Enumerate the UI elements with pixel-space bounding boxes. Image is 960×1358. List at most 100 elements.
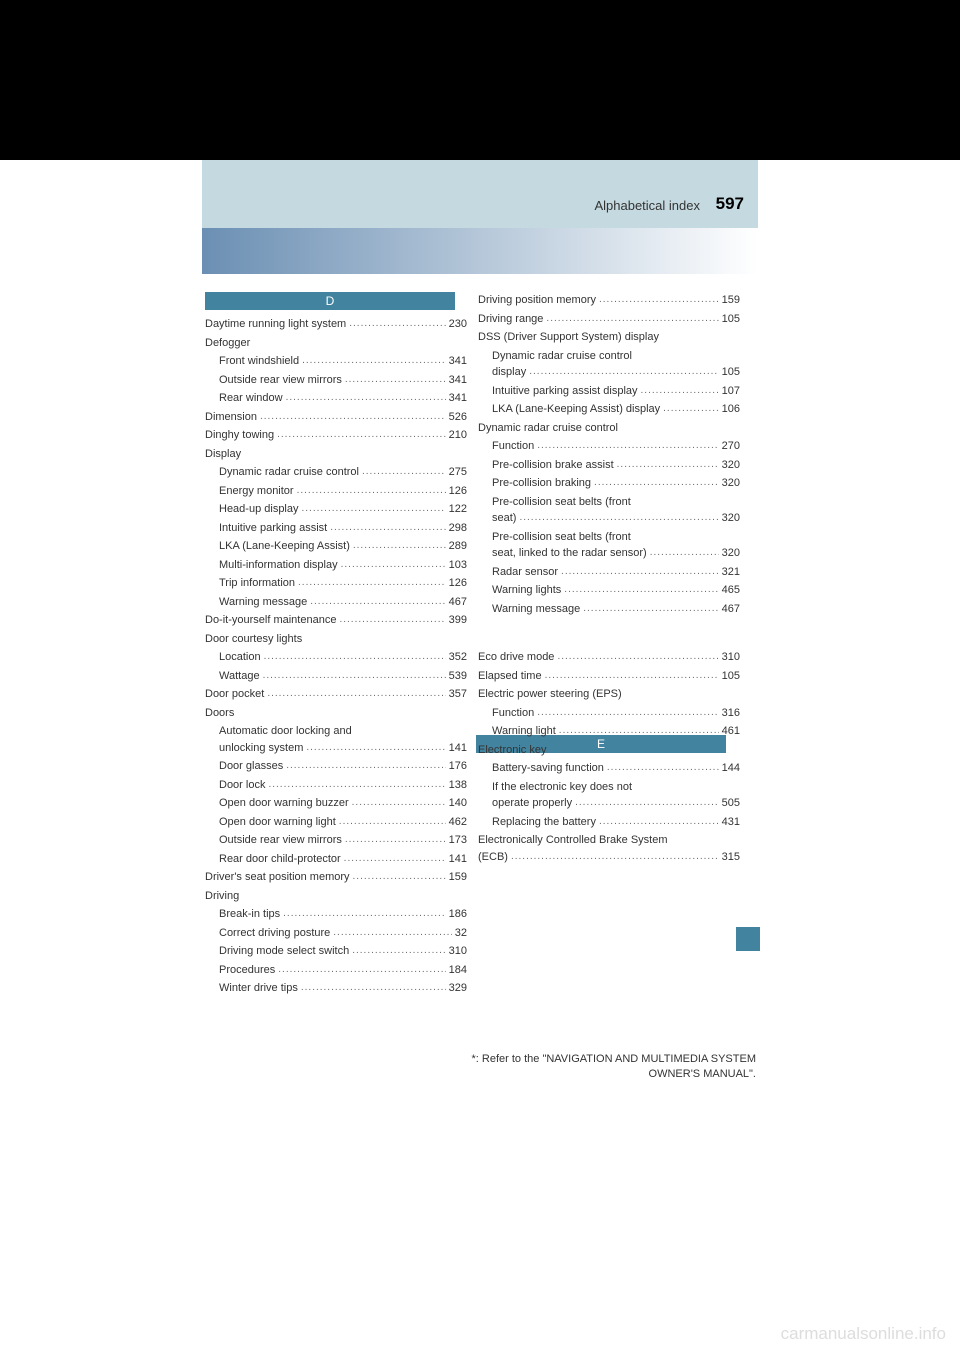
index-dots xyxy=(264,649,446,666)
index-entry: Energy monitor126 xyxy=(205,483,467,500)
index-page-ref: 140 xyxy=(449,795,467,812)
index-entry: Warning light 461 xyxy=(478,723,740,740)
index-dots xyxy=(583,601,718,618)
index-page-ref: 141 xyxy=(449,851,467,868)
index-page-ref: 316 xyxy=(722,705,740,722)
index-label: Intuitive parking assist xyxy=(219,520,327,537)
index-entry: Outside rear view mirrors341 xyxy=(205,372,467,389)
index-dots xyxy=(537,705,718,722)
index-label: Driving range xyxy=(478,311,543,328)
index-label: Energy monitor xyxy=(219,483,294,500)
index-page-ref: 230 xyxy=(449,316,467,333)
index-label: Driving mode select switch xyxy=(219,943,349,960)
index-page-ref: 122 xyxy=(449,501,467,518)
index-dots xyxy=(302,353,446,370)
index-entry: Eco drive mode310 xyxy=(478,649,740,666)
index-label: operate properly xyxy=(492,795,572,812)
index-dots xyxy=(345,832,446,849)
index-dots xyxy=(330,520,445,537)
index-dots xyxy=(283,906,446,923)
index-entry: Pre-collision seat belts (frontseat, lin… xyxy=(478,529,740,562)
index-dots xyxy=(352,795,446,812)
index-dots xyxy=(529,364,718,381)
index-page-ref: 105 xyxy=(722,364,740,381)
index-page-ref: 352 xyxy=(449,649,467,666)
index-label: Multi-information display xyxy=(219,557,338,574)
index-entry: Warning message467 xyxy=(205,594,467,611)
index-label: Trip information xyxy=(219,575,295,592)
index-entry: Outside rear view mirrors173 xyxy=(205,832,467,849)
index-page-ref: 341 xyxy=(449,353,467,370)
index-page-ref: 141 xyxy=(449,740,467,757)
index-line: Electronically Controlled Brake System xyxy=(478,832,740,849)
index-page-ref: 107 xyxy=(722,383,740,400)
page-number: 597 xyxy=(716,194,744,214)
index-entry: Daytime running light system 230 xyxy=(205,316,467,333)
index-label: Warning lights xyxy=(492,582,561,599)
index-entry: Wattage539 xyxy=(205,668,467,685)
index-entry: Procedures 184 xyxy=(205,962,467,979)
index-label: seat) xyxy=(492,510,516,527)
index-label: Wattage xyxy=(219,668,260,685)
index-label: Warning message xyxy=(492,601,580,618)
side-tab-marker xyxy=(736,927,760,951)
index-page-ref: 461 xyxy=(722,723,740,740)
index-label: Warning message xyxy=(219,594,307,611)
index-right-column: Driving position memory159Driving range1… xyxy=(478,292,740,867)
index-label: Front windshield xyxy=(219,353,299,370)
index-page-ref: 526 xyxy=(449,409,467,426)
index-entry: Elapsed time105 xyxy=(478,668,740,685)
index-entry: Door lock138 xyxy=(205,777,467,794)
index-heading: Electronic key xyxy=(478,742,740,759)
index-dots xyxy=(310,594,445,611)
index-label: Daytime running light system xyxy=(205,316,346,333)
index-label: Warning light xyxy=(492,723,556,740)
index-dots xyxy=(663,401,718,418)
index-line: Pre-collision seat belts (front xyxy=(492,494,740,511)
index-entry: Dynamic radar cruise control275 xyxy=(205,464,467,481)
index-label: Dimension xyxy=(205,409,257,426)
index-page-ref: 184 xyxy=(449,962,467,979)
index-entry: LKA (Lane-Keeping Assist)289 xyxy=(205,538,467,555)
letter-tab-d: D xyxy=(205,292,455,310)
index-label: unlocking system xyxy=(219,740,303,757)
index-label: LKA (Lane-Keeping Assist) display xyxy=(492,401,660,418)
index-page-ref: 186 xyxy=(449,906,467,923)
index-entry: Dinghy towing210 xyxy=(205,427,467,444)
index-line: If the electronic key does not xyxy=(492,779,740,796)
index-label: Driving xyxy=(205,888,239,905)
index-page-ref: 320 xyxy=(722,545,740,562)
index-page-ref: 106 xyxy=(722,401,740,418)
index-page-ref: 159 xyxy=(449,869,467,886)
index-heading: Dynamic radar cruise control xyxy=(478,420,740,437)
index-page-ref: 321 xyxy=(722,564,740,581)
index-left-column: Daytime running light system230DefoggerF… xyxy=(205,316,467,999)
index-page-ref: 357 xyxy=(449,686,467,703)
index-page-ref: 105 xyxy=(722,311,740,328)
index-entry: LKA (Lane-Keeping Assist) display 106 xyxy=(478,401,740,418)
index-label: Procedures xyxy=(219,962,275,979)
index-dots xyxy=(353,869,446,886)
index-heading: DSS (Driver Support System) display xyxy=(478,329,740,346)
index-label: Dynamic radar cruise control xyxy=(478,420,618,437)
index-dots xyxy=(599,814,719,831)
index-dots xyxy=(537,438,718,455)
index-line: Automatic door locking and xyxy=(219,723,467,740)
header-label: Alphabetical index xyxy=(594,198,700,213)
index-dots xyxy=(599,292,719,309)
index-entry: Driving range 105 xyxy=(478,311,740,328)
header-bar xyxy=(202,160,758,228)
index-label: Driver's seat position memory xyxy=(205,869,350,886)
index-dots xyxy=(545,668,719,685)
index-page-ref: 289 xyxy=(449,538,467,555)
index-entry: Multi-information display103 xyxy=(205,557,467,574)
index-dots xyxy=(306,740,445,757)
index-dots xyxy=(301,980,446,997)
index-dots xyxy=(268,777,445,794)
index-entry: Dynamic radar cruise controldisplay105 xyxy=(478,348,740,381)
index-dots xyxy=(564,582,718,599)
index-page-ref: 210 xyxy=(449,427,467,444)
index-page-ref: 505 xyxy=(722,795,740,812)
index-entry: Dimension 526 xyxy=(205,409,467,426)
index-entry: Radar sensor321 xyxy=(478,564,740,581)
